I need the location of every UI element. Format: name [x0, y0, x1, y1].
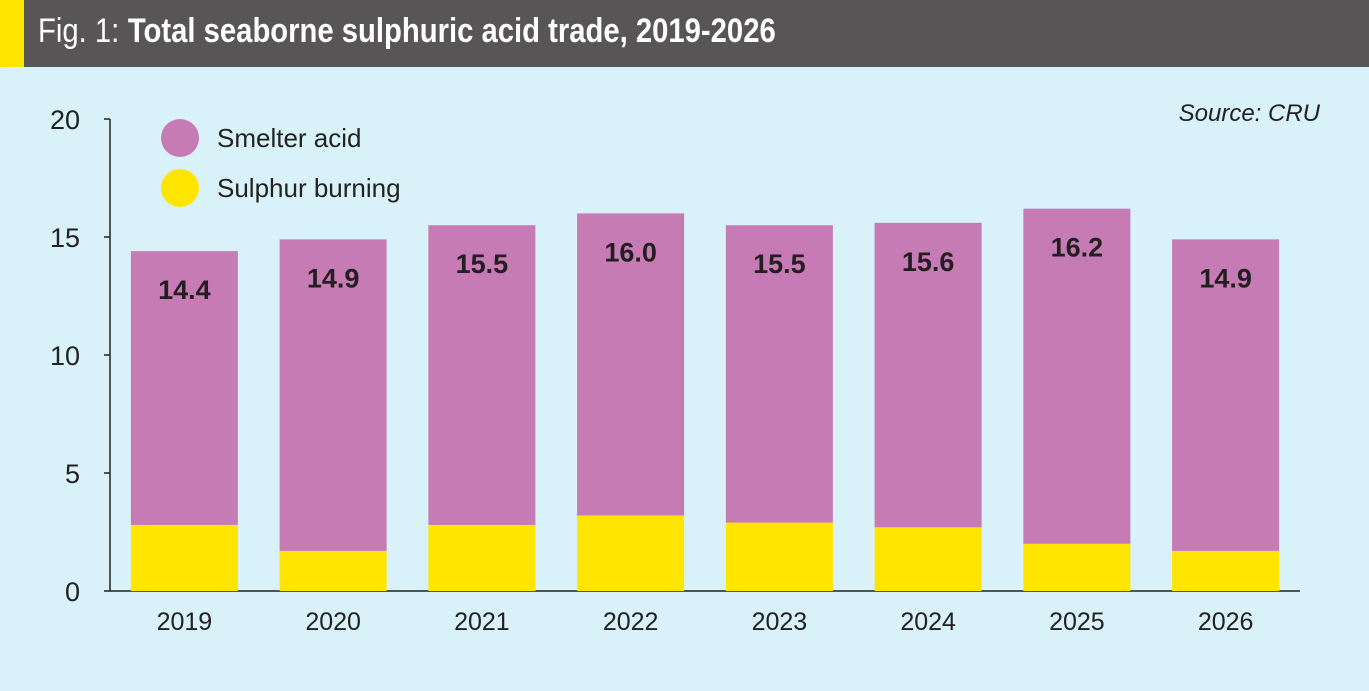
legend-swatch: [161, 169, 199, 207]
x-tick-label: 2026: [1198, 608, 1254, 636]
bar-sulphur-burning: [725, 522, 833, 591]
bar-smelter-acid: [428, 225, 536, 525]
bar-sulphur-burning: [1023, 543, 1131, 591]
x-tick-label: 2025: [1049, 608, 1105, 636]
total-data-label: 16.0: [604, 237, 657, 267]
total-data-label: 15.5: [456, 249, 509, 279]
y-tick-label: 10: [50, 341, 80, 371]
bar-smelter-acid: [130, 251, 238, 525]
title-text: Total seaborne sulphuric acid trade, 201…: [127, 12, 776, 50]
header-accent-strip: [0, 0, 24, 67]
figure-number: Fig. 1:: [38, 12, 120, 50]
y-tick-label: 0: [65, 577, 80, 607]
legend-label: Sulphur burning: [217, 173, 401, 203]
x-tick-label: 2023: [752, 608, 808, 636]
total-data-label: 15.6: [902, 247, 955, 277]
bar-sulphur-burning: [874, 527, 982, 591]
source-label: Source: CRU: [1179, 100, 1321, 127]
bar-smelter-acid: [1172, 239, 1280, 551]
bar-sulphur-burning: [577, 515, 685, 591]
y-tick-label: 5: [65, 459, 80, 489]
bar-sulphur-burning: [428, 524, 536, 591]
bar-smelter-acid: [725, 225, 833, 523]
total-data-label: 14.9: [1199, 263, 1252, 293]
bars: 14.4 2019 14.9 2020 15.5 2021 16.0 2022 15.5 2023…: [130, 208, 1280, 636]
legend-swatch: [161, 119, 199, 157]
y-tick-label: 20: [50, 105, 80, 135]
chart-title: Fig. 1: Total seaborne sulphuric acid tra…: [38, 12, 776, 51]
legend: Smelter acid Sulphur burning: [161, 119, 401, 207]
total-data-label: 14.4: [158, 275, 211, 305]
x-tick-label: 2019: [157, 608, 213, 636]
x-tick-label: 2022: [603, 608, 659, 636]
total-data-label: 15.5: [753, 249, 806, 279]
header-bar: [0, 0, 1369, 67]
x-tick-label: 2024: [900, 608, 956, 636]
bar-sulphur-burning: [1172, 550, 1280, 591]
total-data-label: 16.2: [1051, 233, 1104, 263]
x-tick-label: 2020: [305, 608, 361, 636]
total-data-label: 14.9: [307, 263, 360, 293]
bar-sulphur-burning: [130, 524, 238, 591]
bar-smelter-acid: [279, 239, 387, 551]
bar-sulphur-burning: [279, 550, 387, 591]
y-tick-label: 15: [50, 223, 80, 253]
bar-smelter-acid: [1023, 208, 1131, 544]
bar-smelter-acid: [577, 213, 685, 516]
legend-label: Smelter acid: [217, 123, 362, 153]
x-tick-label: 2021: [454, 608, 510, 636]
bar-smelter-acid: [874, 222, 982, 528]
